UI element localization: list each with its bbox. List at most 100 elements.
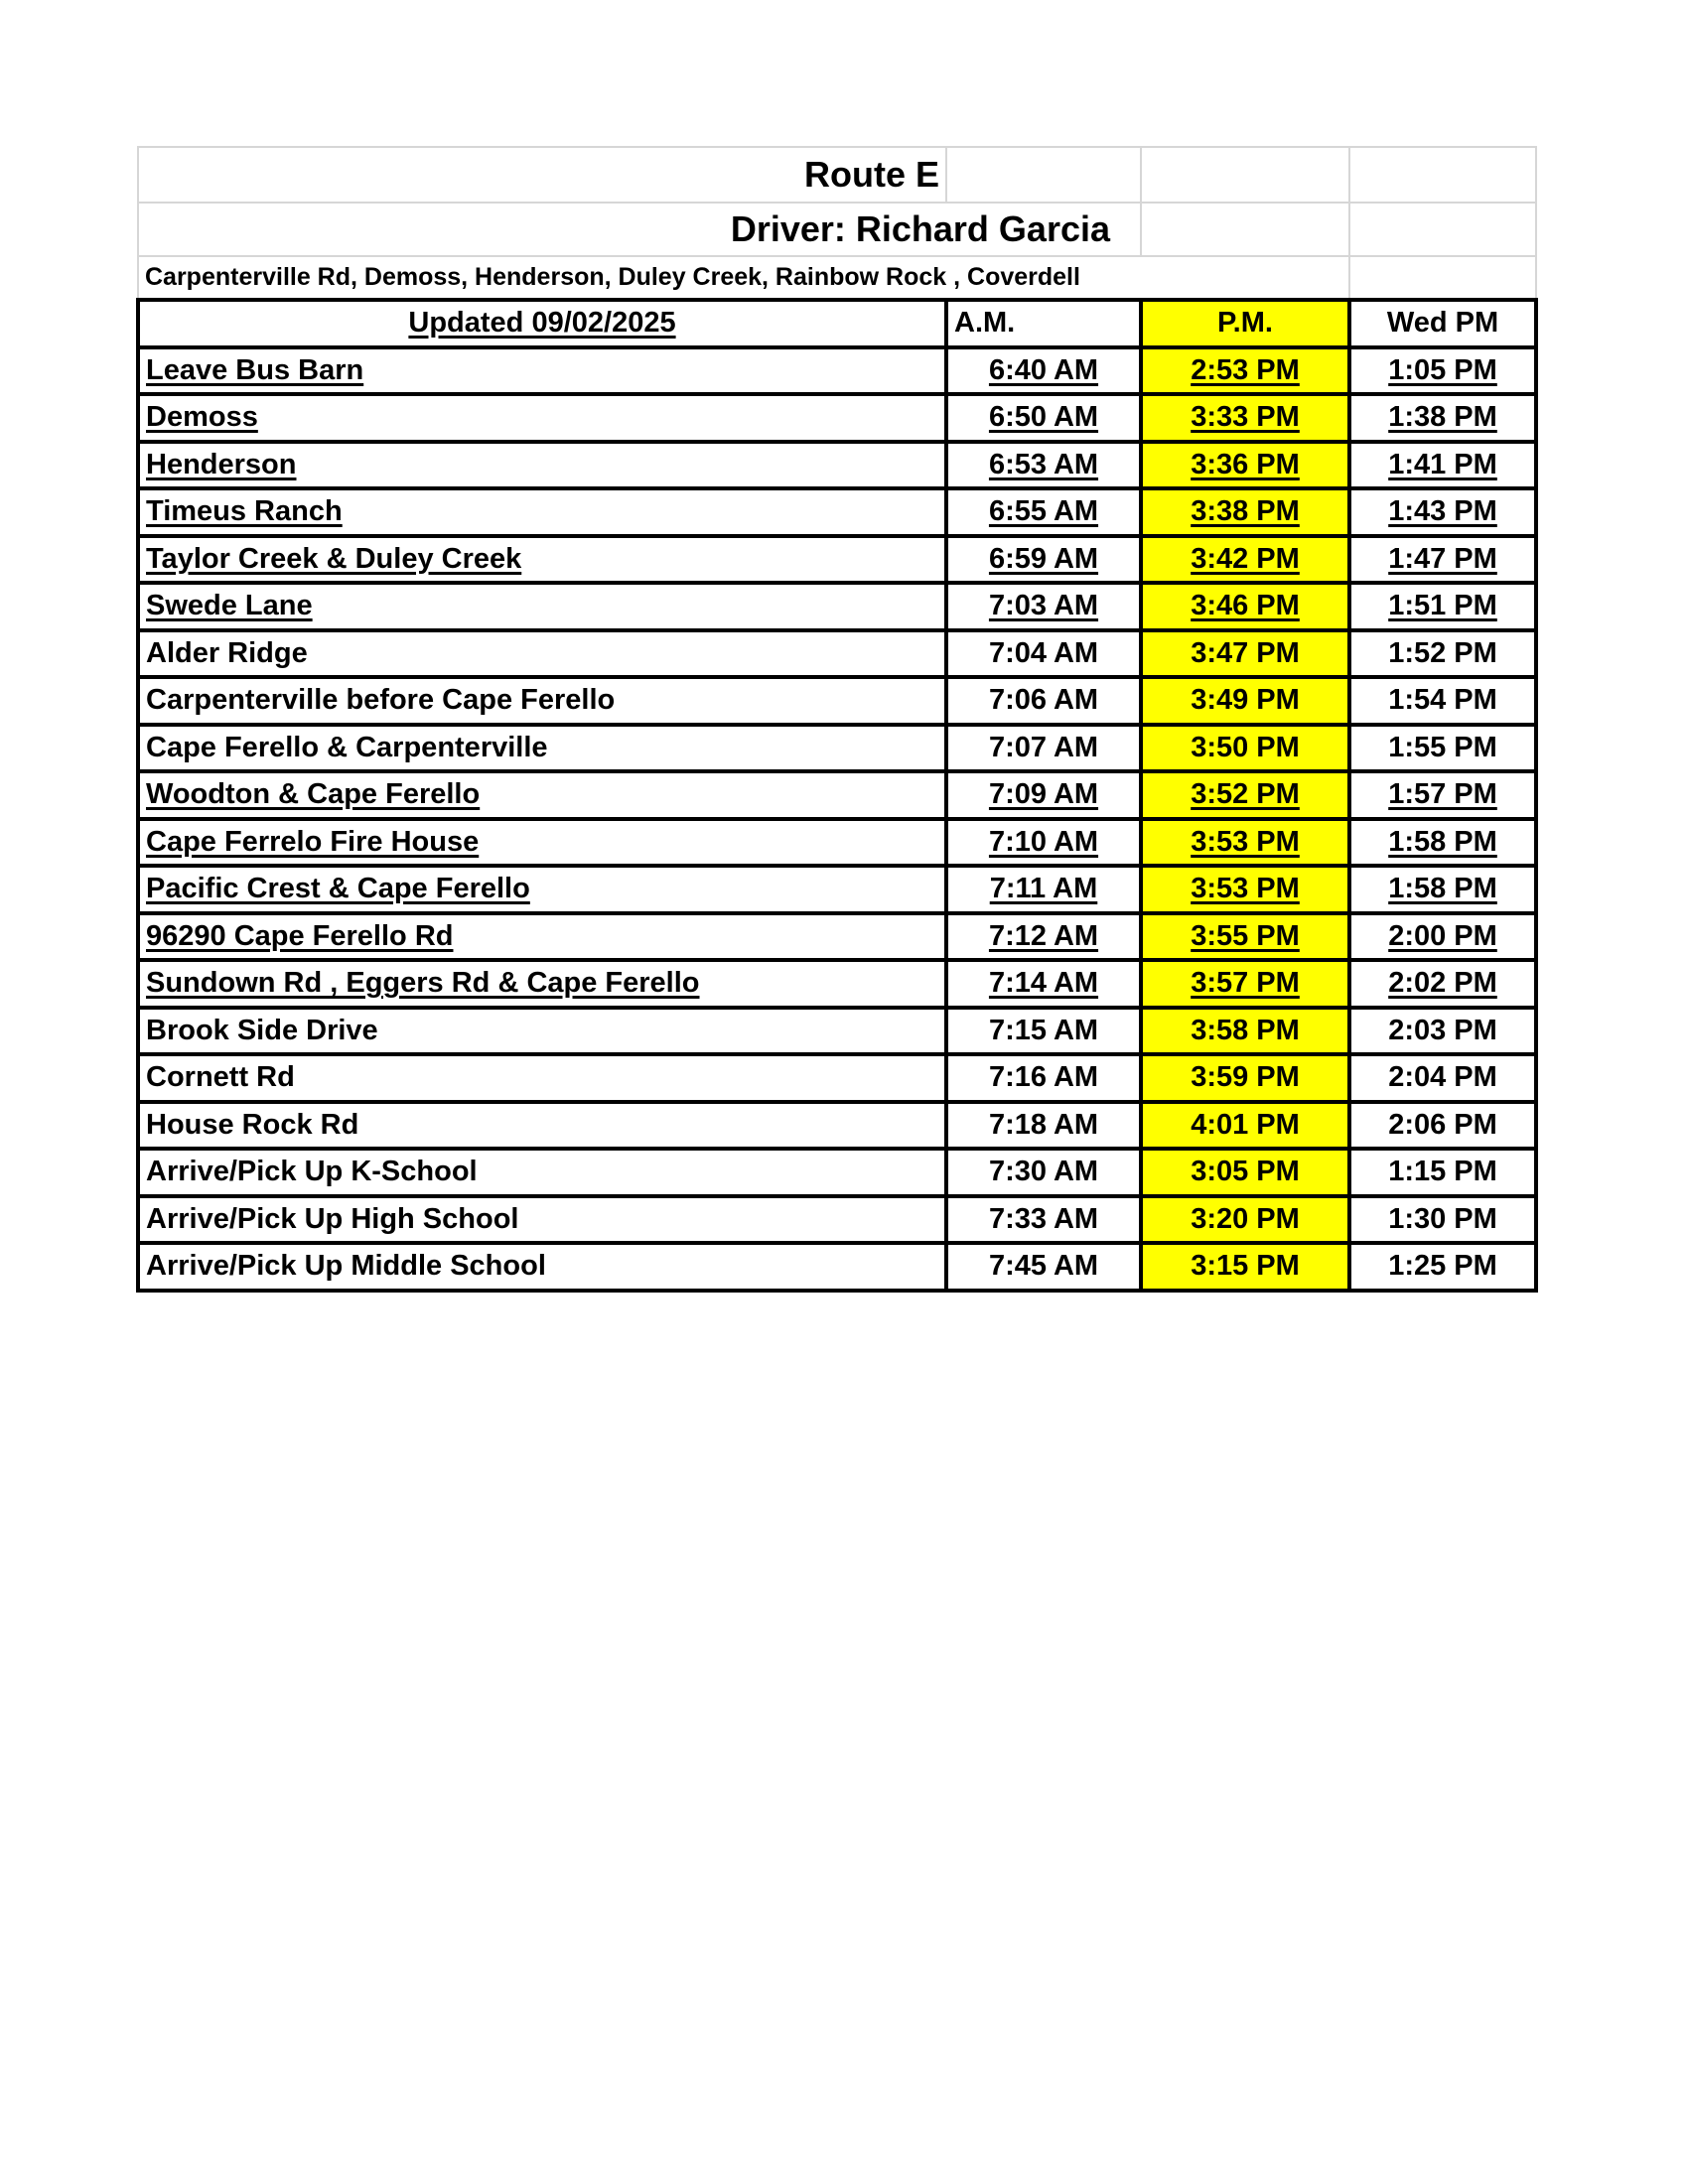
am-time-cell: 7:45 AM — [944, 1241, 1143, 1293]
pm-time-cell: 3:50 PM — [1139, 722, 1351, 773]
stop-name-cell: 96290 Cape Ferello Rd — [136, 910, 948, 962]
route-title: Route E — [137, 146, 947, 204]
wed-pm-time-cell: 1:43 PM — [1347, 486, 1538, 538]
wed-pm-time-cell: 1:47 PM — [1347, 533, 1538, 585]
stop-row: Henderson 6:53 AM 3:36 PM 1:41 PM — [136, 439, 1538, 490]
am-time-cell: 7:33 AM — [944, 1193, 1143, 1245]
pm-time-cell: 4:01 PM — [1139, 1099, 1351, 1151]
am-time-cell: 7:14 AM — [944, 958, 1143, 1010]
am-time-cell: 7:09 AM — [944, 769, 1143, 821]
stop-row: Swede Lane 7:03 AM 3:46 PM 1:51 PM — [136, 581, 1538, 632]
stop-name-cell: Alder Ridge — [136, 627, 948, 679]
stop-name: Timeus Ranch — [146, 495, 343, 528]
wed-pm-time-cell: 1:57 PM — [1347, 769, 1538, 821]
wed-pm-time: 1:05 PM — [1388, 353, 1497, 386]
stop-name-cell: Arrive/Pick Up K-School — [136, 1147, 948, 1198]
title-row: Route E — [137, 146, 1537, 204]
pm-time: 3:49 PM — [1191, 684, 1300, 717]
wed-pm-time: 1:57 PM — [1388, 778, 1497, 811]
stop-row: Timeus Ranch 6:55 AM 3:38 PM 1:43 PM — [136, 486, 1538, 538]
pm-time-cell: 3:57 PM — [1139, 958, 1351, 1010]
am-time-cell: 6:50 AM — [944, 392, 1143, 444]
stop-row: Demoss 6:50 AM 3:33 PM 1:38 PM — [136, 392, 1538, 444]
stop-name-cell: Woodton & Cape Ferello — [136, 769, 948, 821]
stop-row: Cornett Rd 7:16 AM 3:59 PM 2:04 PM — [136, 1052, 1538, 1104]
am-time-cell: 7:12 AM — [944, 910, 1143, 962]
pm-time: 3:47 PM — [1191, 636, 1300, 669]
pm-time-cell: 3:38 PM — [1139, 486, 1351, 538]
stop-name: Cape Ferello & Carpenterville — [146, 731, 548, 763]
updated-header: Updated 09/02/2025 — [136, 298, 948, 349]
wed-pm-time-cell: 1:05 PM — [1347, 344, 1538, 396]
pm-time: 3:59 PM — [1191, 1061, 1300, 1094]
am-time: 7:18 AM — [988, 1108, 1099, 1141]
wed-pm-header: Wed PM — [1347, 298, 1538, 349]
stop-name: Arrive/Pick Up High School — [146, 1202, 519, 1235]
am-time: 7:03 AM — [988, 590, 1099, 622]
pm-time: 3:38 PM — [1191, 495, 1300, 528]
stop-name-cell: Pacific Crest & Cape Ferello — [136, 864, 948, 915]
am-time: 7:14 AM — [988, 967, 1099, 1000]
pm-time: 3:36 PM — [1191, 448, 1300, 480]
am-time: 7:45 AM — [988, 1250, 1099, 1283]
am-time-cell: 7:16 AM — [944, 1052, 1143, 1104]
pm-time-cell: 3:36 PM — [1139, 439, 1351, 490]
stop-name: Alder Ridge — [146, 636, 308, 669]
pm-header: P.M. — [1139, 298, 1351, 349]
stop-name: Arrive/Pick Up Middle School — [146, 1250, 546, 1283]
stop-name-cell: Timeus Ranch — [136, 486, 948, 538]
stop-name: Carpenterville before Cape Ferello — [146, 684, 616, 717]
wed-pm-time-cell: 1:58 PM — [1347, 864, 1538, 915]
stop-row: Arrive/Pick Up Middle School 7:45 AM 3:15 … — [136, 1241, 1538, 1293]
stop-name: Cornett Rd — [146, 1061, 295, 1094]
stop-row: 96290 Cape Ferello Rd 7:12 AM 3:55 PM 2:00 … — [136, 910, 1538, 962]
pm-time: 3:42 PM — [1191, 542, 1300, 575]
am-time: 7:06 AM — [988, 684, 1099, 717]
pm-time: 2:53 PM — [1191, 353, 1300, 386]
pm-time-cell: 2:53 PM — [1139, 344, 1351, 396]
wed-pm-time-cell: 1:51 PM — [1347, 581, 1538, 632]
pm-time: 3:46 PM — [1191, 590, 1300, 622]
am-time: 7:04 AM — [988, 636, 1099, 669]
stop-name: Woodton & Cape Ferello — [146, 778, 481, 811]
wed-pm-time: 2:02 PM — [1388, 967, 1497, 1000]
wed-pm-time-cell: 1:41 PM — [1347, 439, 1538, 490]
wed-pm-time: 1:25 PM — [1388, 1250, 1497, 1283]
pm-time-cell: 3:46 PM — [1139, 581, 1351, 632]
wed-pm-time-cell: 1:58 PM — [1347, 816, 1538, 868]
pm-time-cell: 3:47 PM — [1139, 627, 1351, 679]
wed-pm-time-cell: 2:03 PM — [1347, 1005, 1538, 1056]
pm-time: 3:50 PM — [1191, 731, 1300, 763]
stop-name-cell: Arrive/Pick Up Middle School — [136, 1241, 948, 1293]
wed-pm-time: 1:47 PM — [1388, 542, 1497, 575]
stop-name-cell: Leave Bus Barn — [136, 344, 948, 396]
stop-row: Pacific Crest & Cape Ferello 7:11 AM 3:53 … — [136, 864, 1538, 915]
am-time-cell: 7:11 AM — [944, 864, 1143, 915]
stop-name-cell: Swede Lane — [136, 581, 948, 632]
pm-time: 4:01 PM — [1191, 1108, 1300, 1141]
stop-name-cell: Cape Ferrelo Fire House — [136, 816, 948, 868]
pm-time: 3:20 PM — [1191, 1202, 1300, 1235]
pm-time: 3:55 PM — [1191, 919, 1300, 952]
wed-pm-time-cell: 1:55 PM — [1347, 722, 1538, 773]
wed-pm-time: 1:55 PM — [1388, 731, 1497, 763]
stop-name: Taylor Creek & Duley Creek — [146, 542, 522, 575]
am-time-cell: 7:07 AM — [944, 722, 1143, 773]
wed-pm-time-cell: 1:54 PM — [1347, 675, 1538, 727]
am-time-cell: 7:18 AM — [944, 1099, 1143, 1151]
pm-time-cell: 3:53 PM — [1139, 816, 1351, 868]
wed-pm-time-cell: 2:00 PM — [1347, 910, 1538, 962]
am-time-cell: 7:15 AM — [944, 1005, 1143, 1056]
stop-row: Alder Ridge 7:04 AM 3:47 PM 1:52 PM — [136, 627, 1538, 679]
am-time: 7:30 AM — [988, 1156, 1099, 1188]
am-time: 6:40 AM — [988, 353, 1099, 386]
pm-time-cell: 3:05 PM — [1139, 1147, 1351, 1198]
pm-time: 3:58 PM — [1191, 1014, 1300, 1046]
pm-time: 3:05 PM — [1191, 1156, 1300, 1188]
am-time: 6:53 AM — [988, 448, 1099, 480]
stop-row: Leave Bus Barn 6:40 AM 2:53 PM 1:05 PM — [136, 344, 1538, 396]
stop-name-cell: Henderson — [136, 439, 948, 490]
stop-name: 96290 Cape Ferello Rd — [146, 919, 454, 952]
stop-name-cell: Demoss — [136, 392, 948, 444]
stop-row: Woodton & Cape Ferello 7:09 AM 3:52 PM 1:57… — [136, 769, 1538, 821]
